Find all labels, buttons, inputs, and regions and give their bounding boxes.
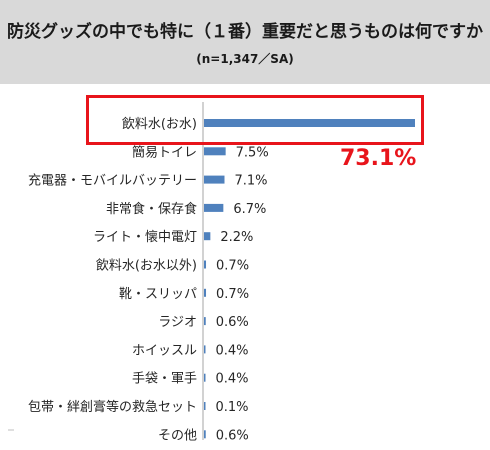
value-label: 0.4%: [216, 343, 249, 358]
highlight-callout: 73.1%: [340, 146, 417, 171]
bar: [204, 345, 206, 354]
bar: [204, 430, 206, 439]
category-label: ライト・懐中電灯: [93, 229, 197, 245]
category-label: 充電器・モバイルバッテリー: [28, 173, 197, 189]
bar: [204, 373, 206, 382]
category-label: 包帯・絆創膏等の救急セット: [28, 399, 197, 415]
value-label: 0.6%: [216, 428, 249, 443]
bar: [204, 402, 206, 410]
bar: [204, 147, 226, 156]
bar: [204, 203, 224, 212]
category-label: 手袋・軍手: [132, 372, 197, 387]
category-label: 簡易トイレ: [132, 145, 197, 160]
category-label: ラジオ: [158, 315, 197, 330]
value-label: 0.7%: [216, 287, 249, 302]
value-label: 0.6%: [216, 315, 249, 330]
value-label: 2.2%: [220, 230, 253, 245]
highlight-box: [86, 95, 424, 145]
value-label: 7.1%: [234, 174, 267, 189]
value-label: 0.1%: [216, 400, 249, 415]
category-label: 靴・スリッパ: [119, 287, 197, 302]
value-label: 0.7%: [216, 259, 249, 274]
value-label: 6.7%: [233, 202, 266, 217]
bar: [204, 288, 207, 297]
category-label: その他: [158, 428, 197, 443]
bar: [204, 175, 225, 184]
category-label: ホイッスル: [132, 343, 197, 358]
bar: [204, 260, 207, 269]
chart-subtitle: (n=1,347／SA): [196, 52, 294, 66]
chart-title: 防災グッズの中でも特に（１番）重要だと思うものは何ですか: [7, 22, 483, 42]
chart-header: 防災グッズの中でも特に（１番）重要だと思うものは何ですか (n=1,347／SA…: [0, 0, 490, 84]
bar: [204, 119, 415, 127]
category-label: 飲料水(お水以外): [96, 258, 197, 274]
category-label: 飲料水(お水): [122, 116, 197, 132]
bar: [204, 232, 211, 241]
value-label: 0.4%: [216, 372, 249, 387]
value-label: 7.5%: [236, 145, 269, 160]
category-label: 非常食・保存食: [106, 201, 197, 217]
bar: [204, 317, 206, 326]
